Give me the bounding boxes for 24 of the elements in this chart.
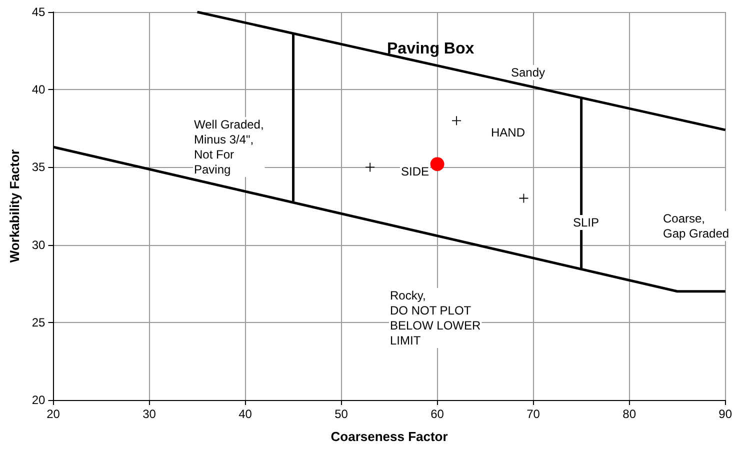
x-axis-title: Coarseness Factor (330, 429, 448, 444)
x-tick-label: 70 (526, 407, 540, 421)
y-tick-label: 45 (32, 5, 46, 19)
x-tick-label: 90 (718, 407, 732, 421)
text: Paving Box (387, 40, 474, 58)
x-tick-label: 30 (142, 407, 156, 421)
annotation: Coarse, Gap Graded (663, 212, 730, 240)
x-tick-label: 80 (622, 407, 636, 421)
annotation: SLIP (573, 216, 600, 230)
x-tick-label: 60 (430, 407, 444, 421)
annotation: Sandy (511, 66, 546, 80)
y-tick-label: 35 (32, 160, 46, 174)
x-tick-label: 40 (238, 407, 252, 421)
y-tick-label: 20 (32, 393, 46, 407)
x-tick-label: 50 (334, 407, 348, 421)
annotation: SIDE (401, 164, 430, 178)
x-tick-label: 20 (46, 407, 60, 421)
y-tick-label: 40 (32, 82, 46, 97)
y-axis-title: Workability Factor (7, 149, 22, 263)
annotation: HAND (491, 126, 526, 140)
annotation: Well Graded, Minus 3/4", Not For Paving (194, 118, 264, 176)
y-tick-label: 30 (32, 238, 46, 252)
y-tick-label: 25 (32, 315, 46, 330)
annotation: Rocky, DO NOT PLOT BELOW LOWER LIMIT (390, 288, 482, 348)
